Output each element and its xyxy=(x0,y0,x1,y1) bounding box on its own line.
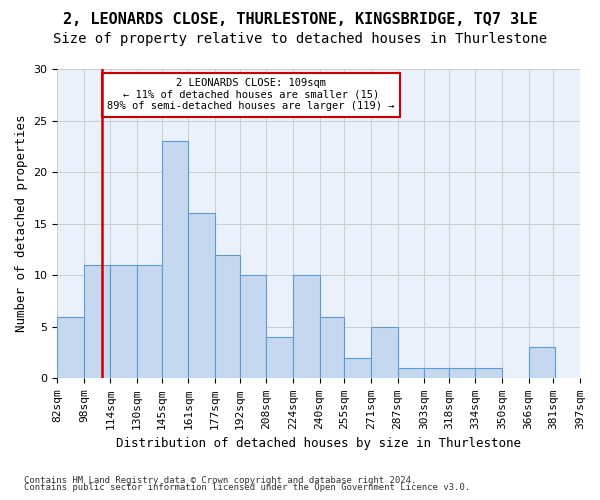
Bar xyxy=(266,337,293,378)
Bar xyxy=(320,316,344,378)
X-axis label: Distribution of detached houses by size in Thurlestone: Distribution of detached houses by size … xyxy=(116,437,521,450)
Bar xyxy=(58,316,84,378)
Bar xyxy=(240,276,266,378)
Bar xyxy=(475,368,502,378)
Bar xyxy=(344,358,371,378)
Bar xyxy=(110,265,137,378)
Bar xyxy=(449,368,475,378)
Text: Contains HM Land Registry data © Crown copyright and database right 2024.: Contains HM Land Registry data © Crown c… xyxy=(24,476,416,485)
Bar xyxy=(84,265,110,378)
Bar xyxy=(398,368,424,378)
Bar xyxy=(529,348,555,378)
Bar xyxy=(162,141,188,378)
Text: Contains public sector information licensed under the Open Government Licence v3: Contains public sector information licen… xyxy=(24,484,470,492)
Bar xyxy=(371,327,398,378)
Bar xyxy=(424,368,449,378)
Text: Size of property relative to detached houses in Thurlestone: Size of property relative to detached ho… xyxy=(53,32,547,46)
Text: 2, LEONARDS CLOSE, THURLESTONE, KINGSBRIDGE, TQ7 3LE: 2, LEONARDS CLOSE, THURLESTONE, KINGSBRI… xyxy=(63,12,537,28)
Bar xyxy=(188,214,215,378)
Text: 2 LEONARDS CLOSE: 109sqm
← 11% of detached houses are smaller (15)
89% of semi-d: 2 LEONARDS CLOSE: 109sqm ← 11% of detach… xyxy=(107,78,395,112)
Bar xyxy=(293,276,320,378)
Bar xyxy=(215,254,240,378)
Bar xyxy=(137,265,162,378)
Y-axis label: Number of detached properties: Number of detached properties xyxy=(15,115,28,332)
